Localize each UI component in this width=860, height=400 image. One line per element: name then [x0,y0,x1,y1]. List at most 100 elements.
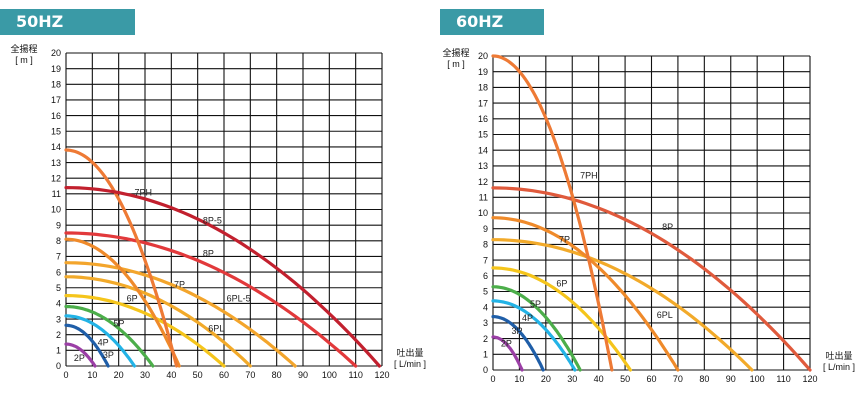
chart-50hz-x-tick-label: 100 [322,370,337,380]
chart-50hz-series-4p [64,314,137,368]
chart-60hz-series-5p [491,285,582,372]
chart-60hz-series-4p [491,299,577,372]
chart-60hz-x-tick-label: 40 [594,374,604,384]
chart-60hz-series-label-5p: 5P [530,299,541,309]
chart-60hz-x-tick-label: 100 [750,374,765,384]
chart-50hz-series-label-7ph: 7PH [134,187,152,197]
chart-60hz-y-tick-label: 11 [479,193,488,203]
chart-50hz-y-tick-label: 9 [56,220,61,230]
chart-50hz-x-tick-label: 60 [219,370,229,380]
chart-50hz-series-label-6pl-5: 6PL-5 [227,294,251,304]
chart-50hz-series-6p [64,294,226,368]
chart-60hz-pump-performance: 0 10 20 30 40 50 60 70 80 90 100 110 120012345678910… [478,51,818,384]
chart-60hz-y-tick-label: 13 [478,161,488,171]
chart-60hz-x-tick-label: 80 [699,374,709,384]
chart-60hz-y-tick-label: 14 [478,145,488,155]
chart-60hz-y-tick-label: 6 [483,271,488,281]
chart-50hz-y-tick-label: 3 [56,314,61,324]
chart-50hz-x-tick-label: 80 [272,370,282,380]
chart-60hz-x-tick-label: 10 [514,374,524,384]
chart-60hz-y-tick-label: 2 [483,334,488,344]
chart-50hz-x-axis-unit: [ L/min ] [393,359,426,369]
chart-60hz-x-tick-label: 90 [726,374,736,384]
chart-50hz-series-label-7p: 7P [174,280,185,290]
chart-60hz-x-tick-label: 50 [620,374,630,384]
chart-60hz-y-tick-label: 8 [483,240,488,250]
chart-50hz-series-labels: 2P 3P 4P 5P 6P 6PL 6PL-5 7P 8P 7PH 8P-5 [74,187,251,363]
chart-60hz-series-label-2p: 2P [501,338,512,348]
chart-60hz-series-label-4p: 4P [522,313,533,323]
chart-50hz-y-tick-label: 8 [56,236,61,246]
chart-60hz-series-label-3p: 3P [511,326,522,336]
chart-60hz-y-tick-label: 5 [483,287,488,297]
chart-60hz-y-tick-label: 20 [478,51,488,61]
chart-60hz-series-label-7p: 7P [559,235,570,245]
chart-50hz-series-label-8p: 8P [203,248,214,258]
chart-60hz-y-tick-label: 12 [478,177,488,187]
chart-50hz-y-tick-label: 2 [56,330,61,340]
chart-60hz-y-tick-label: 9 [483,224,488,234]
chart-50hz-y-axis-title: 全揚程 [10,44,38,54]
chart-60hz-series-label-6p: 6P [556,279,567,289]
chart-50hz-x-tick-label: 110 [348,370,362,380]
chart-60hz-series-label-7ph: 7PH [580,170,598,180]
chart-60hz-x-axis-unit: [ L/min ] [822,362,855,372]
chart-50hz-series-label-5p: 5P [113,319,124,329]
chart-60hz-frequency-badge: 60HZ [440,9,544,35]
chart-60hz-y-tick-label: 3 [483,318,488,328]
chart-60hz-x-axis-title: 吐出量 [825,351,853,361]
chart-50hz-series-5p [64,304,155,368]
chart-50hz-x-tick-label: 40 [166,370,176,380]
chart-50hz-y-tick-label: 20 [51,48,61,58]
chart-50hz-grid [65,52,383,367]
chart-50hz-y-tick-label: 12 [51,173,61,183]
chart-60hz-series-3p [491,315,545,372]
chart-60hz-x-tick-label: 30 [567,374,577,384]
chart-60hz-y-tick-label: 0 [483,365,488,375]
chart-60hz-series-6pl [491,238,754,372]
chart-60hz-y-tick-label: 17 [478,98,488,108]
chart-60hz-y-tick-label: 18 [478,83,488,93]
chart-50hz-series-label-6pl: 6PL [208,323,224,333]
chart-60hz-y-tick-label: 4 [483,302,488,312]
chart-60hz-series-label-8p: 8P [662,222,673,232]
chart-60hz-y-tick-label: 1 [483,350,488,360]
chart-50hz-x-tick-label: 20 [114,370,124,380]
chart-50hz-x-tick-label: 50 [193,370,203,380]
chart-50hz-y-tick-label: 17 [51,95,61,105]
chart-50hz-y-tick-label: 6 [56,267,61,277]
chart-60hz-x-tick-label: 70 [673,374,683,384]
chart-60hz-series-2p [491,335,524,372]
chart-50hz-y-tick-label: 15 [51,126,61,136]
chart-50hz-y-tick-label: 16 [51,111,61,121]
chart-60hz-series-8p [491,186,812,372]
chart-50hz-y-axis-label: 全揚程 [ m ] [4,44,44,66]
chart-50hz-series-label-4p: 4P [98,338,109,348]
chart-50hz-x-tick-label: 30 [140,370,150,380]
chart-60hz-series-7ph [491,54,614,372]
chart-50hz-frequency-badge: 50HZ [0,9,135,35]
chart-50hz-x-tick-label: 0 [63,370,68,380]
chart-50hz-series-6pl-5 [64,261,297,368]
chart-50hz-x-tick-label: 120 [374,370,389,380]
chart-50hz-pump-performance: 0 10 20 30 40 50 60 70 80 90 100 110 120012345678910… [51,48,390,380]
chart-50hz-y-tick-label: 4 [56,299,61,309]
chart-60hz-y-tick-label: 16 [478,114,488,124]
chart-50hz-series-2p [64,342,97,368]
chart-60hz-curves [491,54,812,372]
chart-50hz-tick-labels: 0 10 20 30 40 50 60 70 80 90 100 110 120012345678910… [51,48,390,380]
chart-60hz-tick-labels: 0 10 20 30 40 50 60 70 80 90 100 110 120012345678910… [478,51,818,384]
chart-60hz-y-tick-label: 15 [478,130,488,140]
chart-60hz-y-tick-label: 10 [478,208,488,218]
chart-60hz-y-tick-label: 7 [483,255,488,265]
chart-60hz-x-tick-label: 60 [646,374,656,384]
chart-60hz-y-axis-title: 全揚程 [442,48,470,58]
chart-50hz-x-tick-label: 90 [298,370,308,380]
chart-60hz-series-6p [491,266,632,372]
chart-60hz-y-tick-label: 19 [478,67,488,77]
chart-50hz-series-8p [64,231,358,368]
chart-50hz-y-tick-label: 19 [51,64,61,74]
chart-50hz-y-tick-label: 14 [51,142,61,152]
chart-60hz-x-tick-label: 20 [541,374,551,384]
